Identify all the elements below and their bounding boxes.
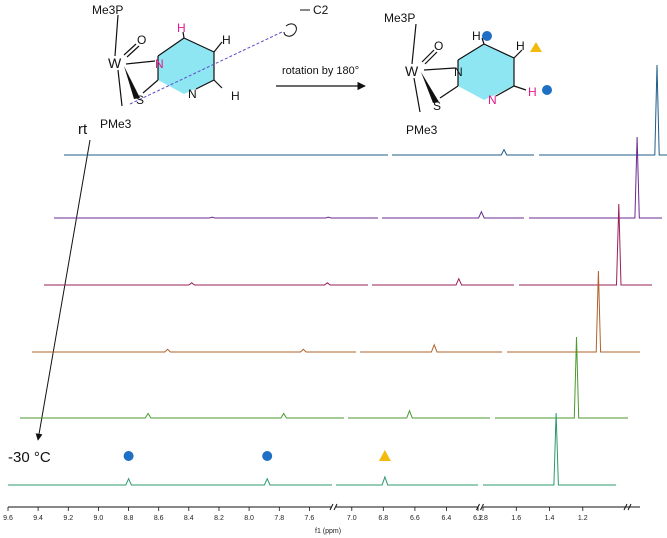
x-tick-label-8: 8.2 bbox=[214, 515, 224, 522]
x-tick-label-7: 8.4 bbox=[184, 515, 194, 522]
left-structure: Me3P PMe3 W O S N N H H H C2 bbox=[92, 3, 329, 131]
x-tick-label-17: 1.8 bbox=[478, 515, 488, 522]
x-tick-label-14: 6.6 bbox=[410, 515, 420, 522]
x-tick-label-6: 8.6 bbox=[154, 515, 164, 522]
axis-break-1 bbox=[329, 503, 338, 511]
left-ring-fill bbox=[158, 38, 214, 94]
marker-circle-1 bbox=[123, 451, 134, 461]
spectrum-trace-2-segment-2 bbox=[382, 210, 524, 219]
right-h-bottom: H bbox=[528, 85, 537, 99]
spectrum-trace-4-segment-2 bbox=[360, 343, 502, 353]
spectrum-trace-6-segment-3 bbox=[483, 412, 616, 486]
left-rotation-arrow-icon bbox=[283, 23, 297, 37]
marker-circle-2 bbox=[262, 451, 273, 461]
spectrum-trace-1-segment-2 bbox=[392, 148, 534, 156]
temperature-arrow bbox=[35, 139, 91, 441]
x-axis-label: f1 (ppm) bbox=[315, 528, 341, 535]
left-h-top: H bbox=[177, 21, 186, 35]
spectrum-series-5 bbox=[20, 336, 628, 419]
spectrum-trace-3-segment-2 bbox=[372, 277, 514, 286]
left-n-ring: N bbox=[188, 87, 197, 101]
spectra-stack bbox=[8, 64, 667, 486]
spectrum-trace-5-segment-1 bbox=[20, 412, 344, 419]
spectrum-trace-6-segment-1 bbox=[8, 477, 332, 486]
left-c2-axis bbox=[129, 31, 283, 105]
spectrum-series-6 bbox=[8, 412, 616, 486]
right-metal: W bbox=[405, 63, 419, 79]
spectrum-trace-3-segment-1 bbox=[44, 282, 368, 286]
right-h-right: H bbox=[516, 39, 525, 53]
left-h-right: H bbox=[222, 33, 231, 47]
x-tick-label-5: 8.8 bbox=[124, 515, 134, 522]
right-h-top: H bbox=[472, 29, 481, 43]
x-tick-label-9: 8.0 bbox=[244, 515, 254, 522]
x-tick-label-15: 6.4 bbox=[442, 515, 452, 522]
x-tick-label-16: 6.2 bbox=[473, 515, 483, 522]
x-tick-label-1: 9.6 bbox=[3, 515, 13, 522]
x-axis: 9.6 9.4 9.2 9.0 8.8 8.6 8.4 8.2 8.0 7.8 7.6 7.0 6.8 6… bbox=[3, 503, 640, 522]
right-sulfur: S bbox=[433, 99, 441, 113]
rotation-label: rotation by 180° bbox=[282, 65, 359, 77]
spectrum-trace-5-segment-2 bbox=[348, 409, 490, 419]
right-pme3-top: Me3P bbox=[384, 11, 415, 25]
spectrum-trace-5-segment-3 bbox=[495, 336, 628, 419]
spectrum-series-2 bbox=[54, 136, 662, 219]
x-tick-label-12: 7.0 bbox=[347, 515, 357, 522]
spectrum-series-3 bbox=[44, 203, 652, 286]
spectrum-trace-4-segment-3 bbox=[507, 270, 640, 353]
left-c2-label: C2 bbox=[313, 3, 329, 17]
left-wedge-bond bbox=[124, 66, 140, 99]
left-n-coord: N bbox=[155, 57, 164, 71]
left-sulfur: S bbox=[136, 93, 144, 107]
right-wedge-bond bbox=[421, 72, 439, 103]
right-pme3-bottom: PMe3 bbox=[406, 123, 438, 137]
left-oxo: O bbox=[137, 33, 146, 47]
x-tick-label-3: 9.2 bbox=[63, 515, 73, 522]
x-tick-label-2: 9.4 bbox=[33, 515, 43, 522]
left-pme3-top: Me3P bbox=[92, 3, 123, 17]
x-tick-label-10: 7.8 bbox=[274, 515, 284, 522]
temp-label-bottom: -30 °C bbox=[8, 449, 51, 466]
temp-label-top: rt bbox=[78, 121, 88, 138]
peak-markers bbox=[123, 450, 391, 461]
right-n-ring: N bbox=[488, 93, 497, 107]
left-h-bottom: H bbox=[231, 89, 240, 103]
x-tick-label-4: 9.0 bbox=[94, 515, 104, 522]
right-structure: Me3P PMe3 W O S N N H H H bbox=[384, 11, 552, 137]
spectrum-trace-3-segment-3 bbox=[519, 203, 652, 286]
right-oxo: O bbox=[434, 39, 443, 53]
right-h-top-circle-marker bbox=[482, 31, 492, 41]
x-tick-label-18: 1.6 bbox=[511, 515, 521, 522]
left-metal: W bbox=[108, 55, 122, 71]
right-ring-fill bbox=[458, 44, 514, 100]
spectrum-series-4 bbox=[32, 270, 640, 353]
spectrum-trace-1-segment-3 bbox=[539, 64, 667, 156]
left-pme3-bottom: PMe3 bbox=[100, 117, 132, 131]
x-tick-label-19: 1.4 bbox=[545, 515, 555, 522]
right-h-right-triangle-marker bbox=[530, 42, 542, 52]
x-tick-label-20: 1.2 bbox=[578, 515, 588, 522]
spectrum-trace-4-segment-1 bbox=[32, 348, 356, 353]
right-n-coord: N bbox=[454, 65, 463, 79]
marker-triangle-3 bbox=[378, 450, 391, 461]
axis-break-2 bbox=[476, 503, 484, 511]
spectrum-trace-2-segment-1 bbox=[54, 216, 378, 219]
right-h-bottom-circle-marker bbox=[542, 85, 552, 95]
spectrum-trace-2-segment-3 bbox=[529, 136, 662, 219]
x-tick-label-11: 7.6 bbox=[305, 515, 315, 522]
x-tick-label-13: 6.8 bbox=[378, 515, 388, 522]
spectrum-series-1 bbox=[64, 64, 667, 156]
spectrum-trace-6-segment-2 bbox=[336, 475, 478, 486]
